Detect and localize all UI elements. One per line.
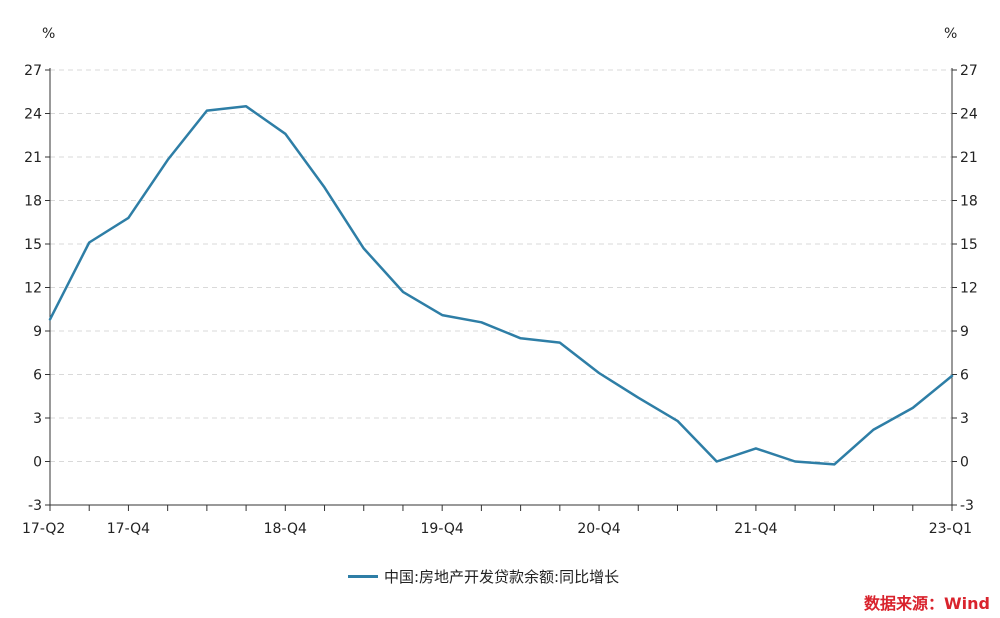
series-line [48, 105, 954, 466]
y-tick-label-left: 24 [24, 107, 42, 123]
legend: 中国:房地产开发贷款余额:同比增长 [348, 566, 619, 587]
y-tick-label-right: -3 [960, 498, 974, 514]
x-tick-label: 20-Q4 [577, 521, 620, 537]
y-tick-label-left: 21 [24, 150, 42, 166]
x-tick-label: 21-Q4 [734, 521, 777, 537]
y-tick-label-left: 3 [33, 411, 42, 427]
gridlines [50, 69, 952, 462]
y-tick-label-right: 18 [960, 194, 978, 210]
y-tick-label-right: 21 [960, 150, 978, 166]
source-note: 数据来源：Wind [864, 594, 990, 613]
x-tick-label: 23-Q1 [929, 521, 972, 537]
y-unit-left: % [42, 26, 55, 42]
x-tick-label: 19-Q4 [421, 521, 464, 537]
y-tick-label-right: 6 [960, 368, 969, 384]
x-tick-label: 18-Q4 [264, 521, 307, 537]
y-tick-label-left: 27 [24, 63, 42, 79]
series-layer [48, 105, 954, 466]
tick-labels: -3 -3 0 0 3 3 6 6 9 9 12 12 15 15 18 18 21 21 24 24 27 27 17-Q… [22, 63, 978, 537]
y-tick-label-right: 9 [960, 324, 969, 340]
legend-swatch [348, 575, 378, 578]
legend-label: 中国:房地产开发贷款余额:同比增长 [384, 568, 620, 586]
y-tick-label-left: 12 [24, 281, 42, 297]
y-tick-label-left: 18 [24, 194, 42, 210]
y-tick-label-right: 15 [960, 237, 978, 253]
y-tick-label-right: 24 [960, 107, 978, 123]
y-unit-right: % [944, 26, 957, 42]
y-tick-label-right: 0 [960, 455, 969, 471]
y-tick-label-left: -3 [28, 498, 42, 514]
y-tick-label-left: 6 [33, 368, 42, 384]
y-tick-label-right: 27 [960, 63, 978, 79]
x-tick-label: 17-Q2 [22, 521, 65, 537]
y-tick-label-right: 12 [960, 281, 978, 297]
y-tick-label-right: 3 [960, 411, 969, 427]
y-tick-label-left: 15 [24, 237, 42, 253]
x-tick-label: 17-Q4 [107, 521, 150, 537]
y-tick-label-left: 0 [33, 455, 42, 471]
y-tick-label-left: 9 [33, 324, 42, 340]
